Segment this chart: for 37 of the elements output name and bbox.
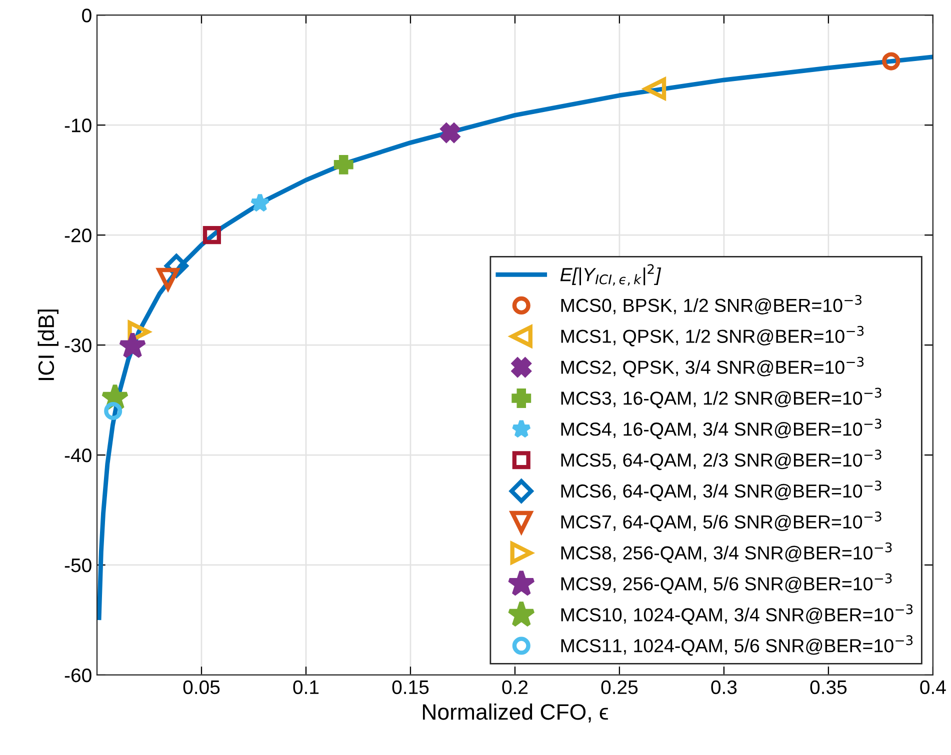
y-tick-label: -10 xyxy=(64,118,92,132)
point xyxy=(104,402,122,420)
x-tick-label: 0.3 xyxy=(711,680,737,694)
legend-label: MCS9, 256-QAM, 5/6 SNR@BER=10$^{−3}$ xyxy=(561,573,892,594)
point xyxy=(202,226,221,244)
point xyxy=(440,123,460,142)
legend-label: MCS1, QPSK, 1/2 SNR@BER=10$^{−3}$ xyxy=(561,326,864,346)
legend-label: MCS3, 16-QAM, 1/2 SNR@BER=10$^{−3}$ xyxy=(561,388,882,408)
point xyxy=(334,154,354,174)
point xyxy=(250,192,270,212)
legend-label: MCS11, 1024-QAM, 5/6 SNR@BER=10$^{−3}$ xyxy=(561,635,913,656)
y-axis-title: ICI [dB] xyxy=(38,310,58,380)
y-tick-label: -60 xyxy=(64,668,92,682)
y-tick-label: -20 xyxy=(64,228,92,242)
x-tick-label: 0.15 xyxy=(392,680,429,694)
point xyxy=(118,332,146,358)
legend-label: MCS4, 16-QAM, 3/4 SNR@BER=10$^{−3}$ xyxy=(561,418,882,440)
x-tick-label: 0.1 xyxy=(293,680,319,694)
legend-label: MCS2, QPSK, 3/4 SNR@BER=10$^{−3}$ xyxy=(561,356,864,378)
y-tick-label: 0 xyxy=(82,8,92,22)
legend-label: MCS0, BPSK, 1/2 SNR@BER=10$^{−3}$ xyxy=(561,294,862,314)
point xyxy=(882,52,900,70)
legend-label: MCS5, 64-QAM, 2/3 SNR@BER=10$^{−3}$ xyxy=(561,450,882,470)
x-tick-label: 0.25 xyxy=(601,680,638,694)
legend-label: MCS8, 256-QAM, 3/4 SNR@BER=10$^{−3}$ xyxy=(561,542,892,563)
legend-label: E[|Y$_{ICI,ϵ,k}$|$^{2}$] xyxy=(560,264,662,286)
legend-label: MCS6, 64-QAM, 3/4 SNR@BER=10$^{−3}$ xyxy=(561,480,882,502)
legend-label: MCS10, 1024-QAM, 3/4 SNR@BER=10$^{−3}$ xyxy=(561,604,913,625)
x-axis-title: Normalized CFO, ϵ xyxy=(422,704,608,722)
y-tick-label: -30 xyxy=(64,338,92,352)
y-tick-label: -50 xyxy=(64,558,92,572)
y-tick-label: -40 xyxy=(64,448,92,462)
x-tick-label: 0.05 xyxy=(183,680,220,694)
x-tick-label: 0.35 xyxy=(810,680,847,694)
x-tick-label: 0.4 xyxy=(920,680,946,694)
legend-label: MCS7, 64-QAM, 5/6 SNR@BER=10$^{−3}$ xyxy=(561,512,882,532)
x-tick-label: 0.2 xyxy=(502,680,528,694)
